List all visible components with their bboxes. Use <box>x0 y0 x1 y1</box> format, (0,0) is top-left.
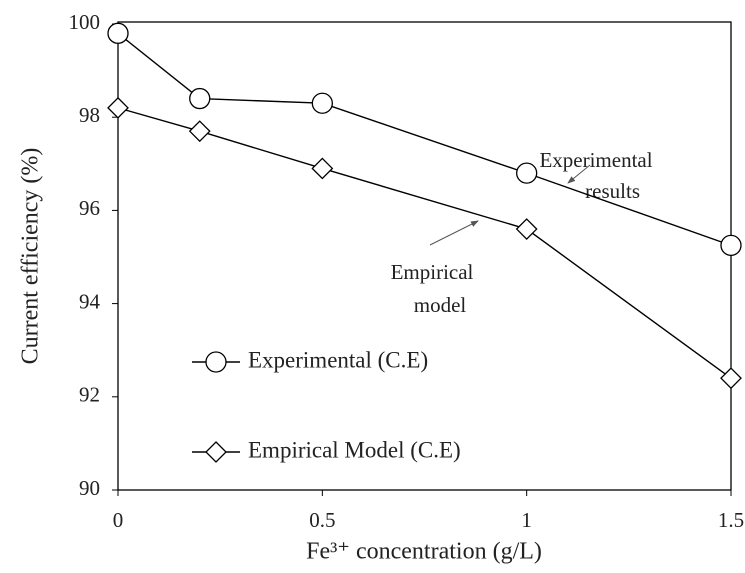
annotation-arrow <box>429 220 479 246</box>
marker-circle <box>107 22 129 44</box>
marker-diamond <box>515 218 538 240</box>
annotation: Empirical <box>391 260 474 284</box>
plot-frame <box>117 21 732 491</box>
annotation: results <box>585 179 640 203</box>
legend-label: Empirical Model (C.E) <box>248 437 461 462</box>
y-tick-label: 90 <box>79 476 100 500</box>
marker-circle <box>311 92 333 114</box>
marker-diamond <box>311 157 334 180</box>
series-line <box>117 32 732 247</box>
marker-diamond <box>205 441 227 463</box>
marker-circle <box>516 162 538 184</box>
marker-circle <box>720 234 742 257</box>
annotation: model <box>414 293 467 317</box>
legend-label: Experimental (C.E) <box>248 347 428 372</box>
x-tick-label: 0.5 <box>309 508 335 532</box>
y-tick-label: 96 <box>79 196 100 220</box>
annotation-arrow <box>567 164 591 184</box>
x-tick-label: 0 <box>113 508 124 532</box>
marker-circle <box>205 351 227 373</box>
marker-diamond <box>107 96 129 119</box>
x-tick-label: 1 <box>521 508 532 532</box>
marker-circle <box>189 87 211 110</box>
marker-diamond <box>720 367 742 390</box>
y-tick-label: 100 <box>69 10 101 34</box>
x-tick-label: 1.5 <box>718 508 744 532</box>
marker-diamond <box>188 120 211 143</box>
y-tick-label: 92 <box>79 383 100 407</box>
y-tick-label: 98 <box>79 103 100 127</box>
y-tick-label: 94 <box>79 289 101 313</box>
x-axis-label: Fe³⁺ concentration (g/L) <box>306 539 542 565</box>
annotation: Experimental <box>539 148 652 172</box>
y-axis-label: Current efficiency (%) <box>18 148 44 365</box>
